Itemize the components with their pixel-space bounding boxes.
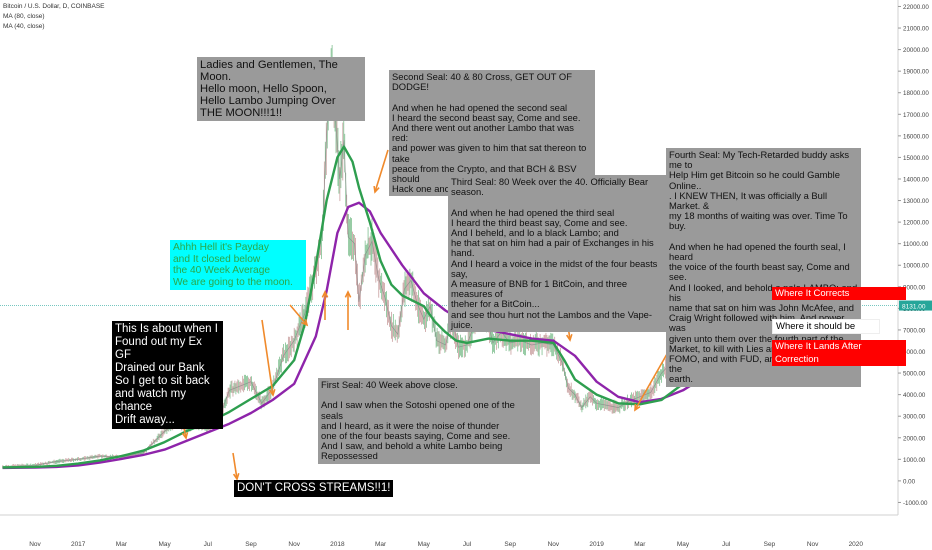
x-tick-label: Jul — [463, 541, 472, 548]
y-tick-label: 14000.00 — [903, 176, 929, 183]
x-tick-label: 2018 — [330, 541, 345, 548]
x-tick-label: 2020 — [849, 541, 864, 548]
arrow-head — [181, 431, 189, 440]
arrow-head — [321, 290, 329, 298]
x-tick-label: 2017 — [71, 541, 86, 548]
x-tick-label: Sep — [504, 541, 516, 548]
arrow-head — [565, 334, 573, 342]
y-tick-label: 10000.00 — [903, 263, 929, 270]
x-tick-label: Mar — [116, 541, 128, 548]
y-tick-label: 2000.00 — [903, 435, 926, 442]
legend-ma80[interactable]: MA (80, close) — [3, 13, 45, 20]
arrow-head — [268, 389, 276, 397]
ma80-line — [2, 201, 701, 470]
y-tick-label: 12000.00 — [903, 220, 929, 227]
y-tick-label: 9000.00 — [903, 284, 926, 291]
x-tick-label: Nov — [807, 541, 819, 548]
y-tick-label: 0.00 — [903, 478, 916, 485]
x-tick-label: Mar — [634, 541, 646, 548]
y-tick-label: 6000.00 — [903, 349, 926, 356]
x-tick-label: Sep — [245, 541, 257, 548]
x-tick-label: Mar — [375, 541, 387, 548]
arrow-head — [634, 403, 641, 412]
x-tick-label: May — [418, 541, 431, 548]
y-tick-label: 19000.00 — [903, 69, 929, 76]
y-tick-label: 16000.00 — [903, 133, 929, 140]
arrow-shaft — [232, 452, 238, 480]
note-ex-gf: This Is about when I Found out my Ex GF … — [112, 321, 223, 429]
x-tick-label: 2019 — [589, 541, 604, 548]
last-price-tag — [899, 300, 932, 311]
note-first-seal: First Seal: 40 Week above close. And I s… — [318, 378, 540, 464]
ma40-line — [2, 145, 702, 469]
symbol-title: Bitcoin / U.S. Dollar, D, COINBASE — [3, 3, 105, 10]
arrow-head — [344, 290, 352, 298]
arrow-shaft — [261, 319, 274, 396]
label-where-lands: Where It Lands After Correction — [772, 340, 906, 366]
last-price-label: 8131.00 — [902, 304, 926, 311]
x-tick-label: Nov — [29, 541, 41, 548]
y-tick-label: -1000.00 — [903, 500, 928, 507]
y-tick-label: 11000.00 — [903, 241, 929, 248]
y-tick-label: 1000.00 — [903, 457, 926, 464]
note-dont-cross: DON'T CROSS STREAMS!!1! — [234, 480, 394, 497]
label-where-corrects: Where It Corrects — [772, 287, 906, 300]
arrow-head — [301, 318, 309, 327]
x-tick-label: Nov — [288, 541, 300, 548]
y-tick-label: 13000.00 — [903, 198, 929, 205]
y-tick-label: 22000.00 — [903, 4, 929, 11]
y-tick-label: 7000.00 — [903, 327, 926, 334]
legend-ma40[interactable]: MA (40, close) — [3, 23, 45, 30]
arrow-shaft — [374, 149, 389, 193]
x-tick-label: Jul — [722, 541, 731, 548]
y-tick-label: 15000.00 — [903, 155, 929, 162]
y-tick-label: 20000.00 — [903, 47, 929, 54]
arrow-head — [232, 473, 240, 481]
y-tick-label: 5000.00 — [903, 371, 926, 378]
note-third-seal: Third Seal: 80 Week over the 40. Officia… — [448, 175, 666, 333]
note-moon: Ladies and Gentlemen, The Moon. Hello mo… — [197, 57, 365, 121]
x-tick-label: May — [677, 541, 690, 548]
note-payday: Ahhh Hell it's Payday and It closed belo… — [170, 240, 306, 290]
arrow-head — [373, 185, 380, 194]
y-tick-label: 18000.00 — [903, 90, 929, 97]
label-where-should-be: Where it should be — [772, 319, 880, 334]
x-tick-label: Sep — [764, 541, 776, 548]
x-tick-label: Nov — [548, 541, 560, 548]
y-tick-label: 3000.00 — [903, 414, 926, 421]
y-tick-label: 4000.00 — [903, 392, 926, 399]
y-tick-label: 21000.00 — [903, 26, 929, 33]
x-tick-label: Jul — [204, 541, 213, 548]
y-axis-panel — [898, 0, 932, 550]
y-tick-label: 17000.00 — [903, 112, 929, 119]
arrow-shaft — [289, 304, 308, 326]
x-tick-label: May — [158, 541, 171, 548]
